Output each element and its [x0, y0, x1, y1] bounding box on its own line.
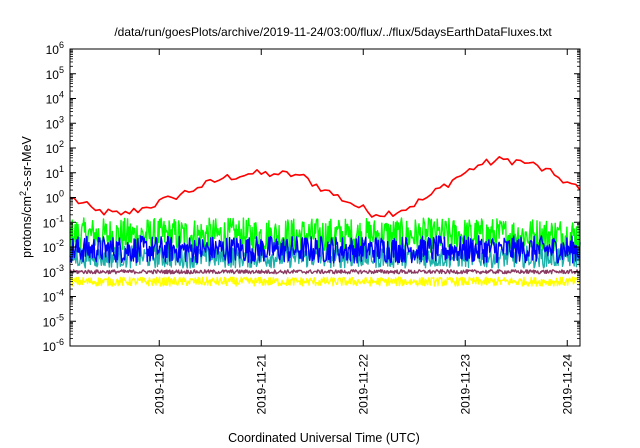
x-axis: 2019-11-20 2019-11-21 2019-11-22 2019-11-23… — [152, 49, 574, 415]
series-layer — [69, 156, 581, 287]
plot-frame — [69, 48, 581, 347]
series-line-6 — [69, 269, 581, 275]
y-tick-label: 104 — [46, 90, 64, 107]
chart-title: /data/run/goesPlots/archive/2019-11-24/0… — [114, 25, 552, 39]
y-tick-label: 10-3 — [43, 263, 64, 280]
y-tick-label: 10-6 — [43, 337, 64, 354]
series-line-3 — [69, 235, 581, 264]
y-tick-label: 10-2 — [43, 238, 64, 255]
y-tick-label: 101 — [46, 164, 64, 181]
y-axis-label-superscript: 2 — [18, 191, 28, 196]
x-tick-label: 2019-11-24 — [560, 354, 574, 415]
y-tick-label: 100 — [46, 189, 64, 206]
y-tick-label: 106 — [46, 40, 64, 57]
y-tick-label: 10-5 — [43, 312, 64, 329]
series-line-1 — [69, 156, 581, 218]
x-tick-label: 2019-11-20 — [152, 354, 166, 415]
x-tick-label: 2019-11-21 — [254, 354, 268, 415]
x-tick-label: 2019-11-22 — [356, 354, 370, 415]
series-line-5 — [69, 276, 581, 287]
y-tick-label: 105 — [46, 65, 64, 82]
y-tick-label: 102 — [46, 139, 64, 156]
y-tick-label: 103 — [46, 114, 64, 131]
y-axis-label-prefix: protons/cm — [20, 196, 34, 258]
x-tick-label: 2019-11-23 — [458, 354, 472, 415]
y-tick-label: 10-1 — [43, 213, 64, 230]
y-tick-label: 10-4 — [43, 288, 64, 305]
y-axis-label-suffix: -s-sr-MeV — [20, 135, 34, 191]
y-axis: 10-6 10-5 10-4 10-3 10-2 10-1 100 101 102 103 104 1… — [43, 40, 580, 354]
y-axis-label: protons/cm2-s-sr-MeV — [18, 135, 34, 257]
x-axis-label: Coordinated Universal Time (UTC) — [228, 431, 420, 445]
